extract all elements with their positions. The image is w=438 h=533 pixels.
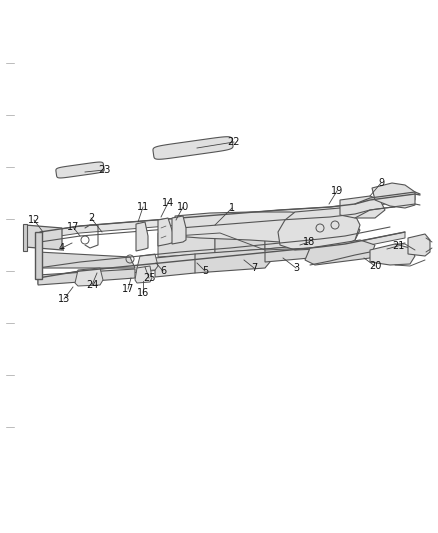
- Text: 23: 23: [98, 165, 110, 175]
- Polygon shape: [153, 137, 233, 159]
- Text: 10: 10: [177, 202, 189, 212]
- Polygon shape: [137, 254, 158, 271]
- Polygon shape: [56, 162, 104, 178]
- Polygon shape: [408, 234, 430, 256]
- Polygon shape: [38, 252, 135, 268]
- Polygon shape: [35, 232, 42, 279]
- Text: 13: 13: [58, 294, 70, 304]
- Polygon shape: [305, 240, 375, 265]
- Text: 16: 16: [137, 288, 149, 298]
- Polygon shape: [215, 225, 265, 253]
- Text: 21: 21: [392, 241, 404, 251]
- Polygon shape: [190, 249, 270, 273]
- Polygon shape: [38, 232, 40, 278]
- Polygon shape: [40, 194, 415, 239]
- Text: 6: 6: [160, 266, 166, 276]
- Text: 5: 5: [202, 266, 208, 276]
- Text: 20: 20: [369, 261, 381, 271]
- Text: 7: 7: [251, 263, 257, 273]
- Polygon shape: [23, 224, 27, 251]
- Polygon shape: [265, 245, 310, 262]
- Text: 17: 17: [67, 222, 79, 232]
- Polygon shape: [372, 183, 415, 208]
- Text: 12: 12: [28, 215, 40, 225]
- Text: 2: 2: [88, 213, 94, 223]
- Polygon shape: [38, 269, 135, 285]
- Text: 24: 24: [86, 280, 98, 290]
- Polygon shape: [370, 244, 415, 265]
- Polygon shape: [155, 254, 195, 277]
- Text: 11: 11: [137, 202, 149, 212]
- Polygon shape: [135, 266, 152, 283]
- Polygon shape: [136, 222, 148, 251]
- Text: 3: 3: [293, 263, 299, 273]
- Text: 14: 14: [162, 198, 174, 208]
- Polygon shape: [38, 232, 405, 284]
- Polygon shape: [158, 218, 175, 246]
- Text: 18: 18: [303, 237, 315, 247]
- Text: 17: 17: [122, 284, 134, 294]
- Text: 19: 19: [331, 186, 343, 196]
- Text: 4: 4: [59, 243, 65, 253]
- Text: 1: 1: [229, 203, 235, 213]
- Polygon shape: [25, 225, 62, 250]
- Polygon shape: [340, 196, 385, 218]
- Polygon shape: [278, 208, 360, 250]
- Polygon shape: [75, 268, 103, 286]
- Text: 25: 25: [143, 273, 155, 283]
- Text: 9: 9: [378, 178, 384, 188]
- Text: 22: 22: [228, 137, 240, 147]
- Polygon shape: [172, 216, 186, 244]
- Polygon shape: [265, 221, 315, 249]
- Polygon shape: [158, 229, 215, 257]
- Polygon shape: [175, 212, 360, 245]
